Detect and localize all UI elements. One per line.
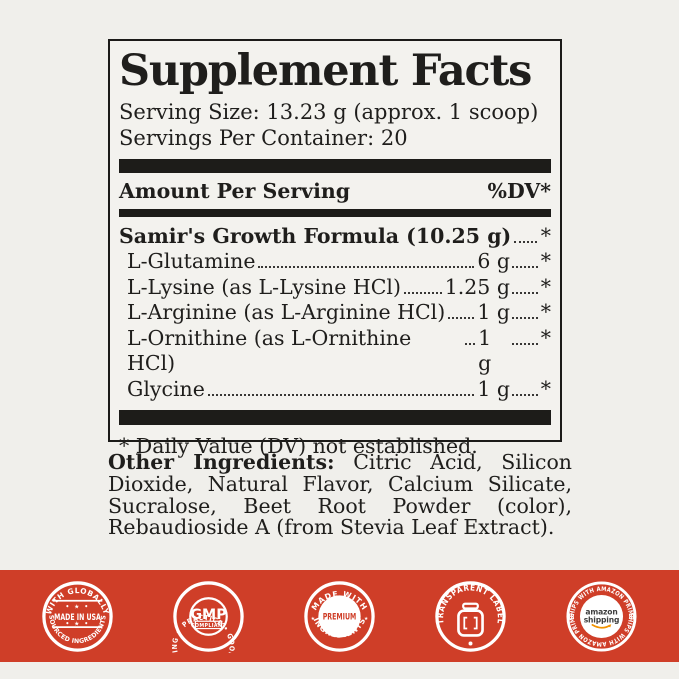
row-dv: *: [540, 274, 551, 299]
table-row: L-Arginine (as L-Arginine HCl) 1 g *: [119, 300, 551, 326]
table-header: Amount Per Serving %DV*: [119, 173, 551, 209]
table-row: L-Lysine (as L-Lysine HCl) 1.25 g *: [119, 275, 551, 301]
ingredient-table: Samir's Growth Formula (10.25 g) * L-Glu…: [119, 224, 551, 403]
dv-footnote: * Daily Value (DV) not established.: [119, 434, 478, 459]
supplement-facts-panel: Supplement Facts Serving Size: 13.23 g (…: [108, 39, 562, 458]
premium-badge-icon: MADE WITH INGREDIENTS ★ ★ PREMIUM: [304, 580, 375, 652]
amount-per-serving-header: Amount Per Serving: [119, 178, 351, 203]
badge-dot: [468, 641, 473, 645]
stars-row-icon: • ★ •: [65, 620, 89, 627]
row-amount: 1 g: [477, 300, 510, 325]
leader-dots: [403, 291, 442, 294]
badge-center-text: PREMIUM: [323, 612, 357, 622]
gmp-badge-icon: PRACTICE • GOOD • MANUFACTURING • GMP CO…: [172, 580, 244, 653]
divider-rule: [119, 208, 551, 217]
leader-dots: [207, 393, 475, 396]
row-dv: *: [540, 376, 551, 401]
smile-arrow-icon: [591, 623, 612, 629]
shipping-wordmark: shipping: [584, 615, 620, 624]
panel-title: Supplement Facts: [119, 46, 532, 96]
leader-dots: [512, 393, 538, 396]
leader-dots: [448, 317, 475, 320]
jar-icon: [457, 602, 484, 637]
table-row: L-Glutamine 6 g *: [119, 249, 551, 275]
divider-rule: [119, 158, 551, 173]
leader-dots: [512, 291, 538, 294]
other-ingredients-text: Citric Acid, Silicon Dioxide, Natural Fl…: [108, 450, 572, 540]
serving-size: Serving Size: 13.23 g (approx. 1 scoop): [119, 100, 539, 125]
leader-dots: [512, 317, 538, 320]
servings-per-container: Servings Per Container: 20: [119, 126, 408, 150]
row-dv: *: [540, 223, 551, 248]
row-name: L-Ornithine (as L-Ornithine HCl): [127, 325, 412, 376]
leader-dots: [512, 266, 538, 269]
other-ingredients: Other Ingredients: Citric Acid, Silicon …: [108, 450, 572, 540]
badge-center-text: MADE IN USA: [54, 613, 101, 623]
amazon-shipping-badge-icon: SHIPS WITH AMAZON PRIME SHIPS WITH AMAZO…: [566, 580, 637, 652]
badge-center-text: GMP: [190, 607, 226, 623]
transparent-label-badge-icon: TRANSPARENT LABEL: [435, 580, 506, 652]
row-dv: *: [540, 249, 551, 274]
leader-dots: [514, 240, 537, 243]
row-dv: *: [540, 300, 551, 325]
table-row: L-Ornithine (as L-Ornithine HCl) 1 g *: [119, 326, 551, 377]
badge-band: WITH GLOBALLY SOURCED INGREDIENTS • ★ • …: [0, 570, 679, 662]
star-icon: ★: [311, 616, 315, 622]
divider-rule: [119, 410, 551, 426]
leader-dots: [512, 342, 539, 345]
row-amount: 1.25 g: [444, 274, 510, 299]
made-in-usa-badge-icon: WITH GLOBALLY SOURCED INGREDIENTS • ★ • …: [42, 580, 113, 652]
star-icon: ★: [364, 616, 368, 622]
compliant-box: [194, 620, 223, 629]
row-name: L-Lysine (as L-Lysine HCl): [127, 274, 401, 299]
leader-dots: [465, 342, 476, 345]
badge-sub-text: COMPLIANT: [191, 622, 226, 628]
row-name: L-Glutamine: [127, 249, 256, 274]
row-name: L-Arginine (as L-Arginine HCl): [127, 300, 446, 325]
row-name: Samir's Growth Formula (10.25 g): [119, 223, 512, 248]
row-dv: *: [540, 325, 551, 350]
row-amount: 1 g: [478, 325, 492, 376]
other-ingredients-label: Other Ingredients:: [108, 450, 335, 474]
leader-dots: [258, 266, 475, 269]
row-amount: 1 g: [477, 376, 510, 401]
row-amount: 6 g: [477, 249, 510, 274]
table-row: Glycine 1 g *: [119, 377, 551, 403]
dv-header: %DV*: [487, 178, 551, 203]
table-row-formula: Samir's Growth Formula (10.25 g) *: [119, 224, 551, 250]
row-name: Glycine: [127, 376, 205, 401]
stars-row-icon: • ★ •: [65, 603, 89, 610]
amazon-wordmark: amazon: [585, 607, 617, 616]
